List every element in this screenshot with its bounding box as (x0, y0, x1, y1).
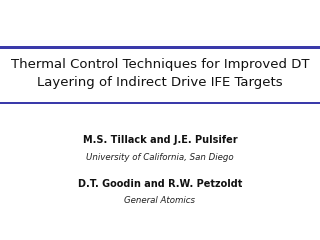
Text: Thermal Control Techniques for Improved DT
Layering of Indirect Drive IFE Target: Thermal Control Techniques for Improved … (11, 58, 309, 89)
Text: D.T. Goodin and R.W. Petzoldt: D.T. Goodin and R.W. Petzoldt (78, 179, 242, 189)
Text: General Atomics: General Atomics (124, 196, 196, 205)
Text: University of California, San Diego: University of California, San Diego (86, 153, 234, 162)
Bar (0, 46, 320, 49)
Text: M.S. Tillack and J.E. Pulsifer: M.S. Tillack and J.E. Pulsifer (83, 135, 237, 145)
Bar (0, 102, 320, 104)
